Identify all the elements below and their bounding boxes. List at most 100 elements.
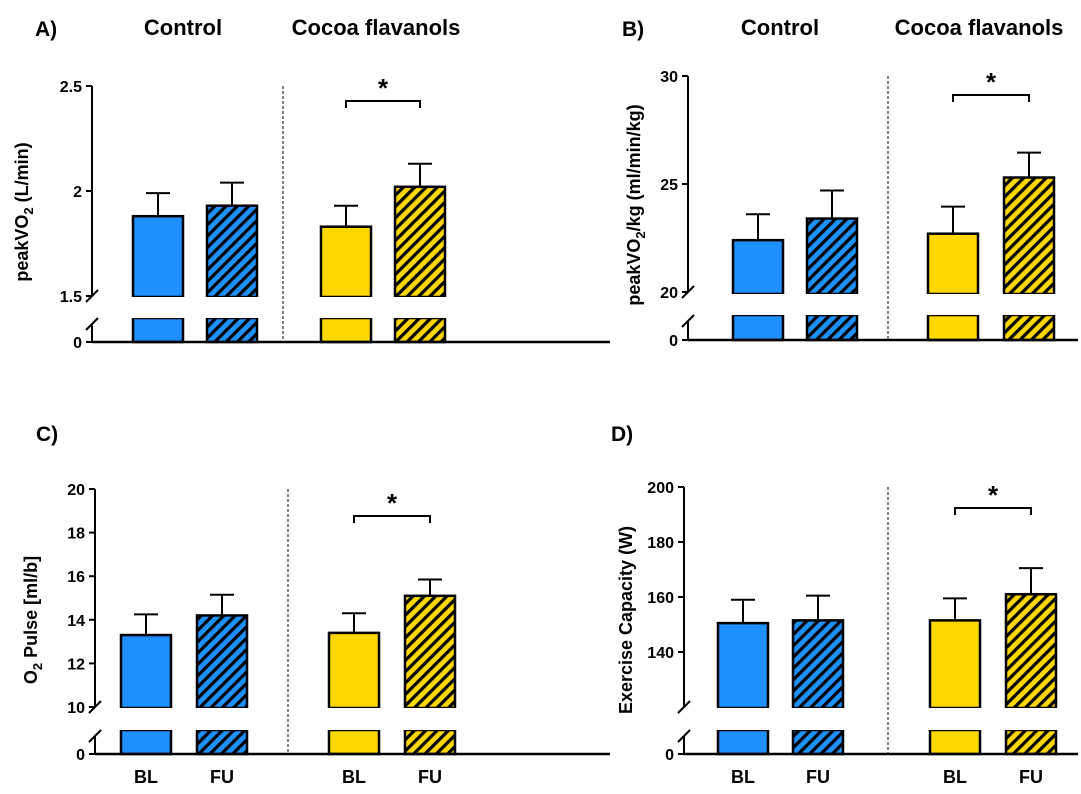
y-tick-label: 1.5 <box>60 289 82 306</box>
y-tick-label: 10 <box>67 700 85 717</box>
bar-lower-bl <box>716 728 770 756</box>
axis-break-mark <box>677 700 691 714</box>
bar-lower-fu <box>195 728 249 756</box>
bar-fu <box>791 619 845 710</box>
y-tick-label: 12 <box>67 656 85 673</box>
significance-bracket <box>353 515 431 523</box>
bar-bl <box>926 232 980 296</box>
y-tick-label: 20 <box>67 482 85 499</box>
panel-letter-a: A) <box>35 18 57 41</box>
bar-lower-fu <box>1004 728 1058 756</box>
x-tick-label: FU <box>806 767 830 787</box>
y-tick-label: 160 <box>647 590 674 607</box>
axis-break-gap <box>791 708 845 730</box>
axis-break-gap <box>1004 708 1058 730</box>
significance-bracket <box>345 100 421 108</box>
axis-break-gap <box>327 708 381 730</box>
y-tick-label: 30 <box>660 69 678 86</box>
bar-bl <box>928 619 982 710</box>
axis-break-gap <box>731 294 785 315</box>
x-tick-label: FU <box>1019 767 1043 787</box>
axis-break-mark <box>85 317 99 331</box>
group-title-cocoa: Cocoa flavanols <box>292 15 461 40</box>
group-title-control: Control <box>741 15 819 40</box>
bar-fu <box>205 204 259 299</box>
bar-fu <box>1004 593 1058 710</box>
panel-a: A) Control Cocoa flavanols peakVO2 (L/mi… <box>12 15 460 282</box>
x-tick-label: BL <box>134 767 158 787</box>
bar-lower-bl <box>131 316 185 344</box>
bar-lower-bl <box>928 728 982 756</box>
axis-break-gap <box>926 294 980 315</box>
y-axis-label: peakVO2/kg (ml/min/kg) <box>624 104 648 305</box>
bar-lower-fu <box>403 728 457 756</box>
plot-panel-d: 0 140 160 180 200 * BL FU BL FU <box>647 480 1078 787</box>
y-tick-label: 0 <box>669 333 678 350</box>
bar-bl <box>731 238 785 296</box>
bar-fu <box>393 185 447 299</box>
axis-break-mark <box>681 314 695 328</box>
y-tick-label: 180 <box>647 535 674 552</box>
axis-break-gap <box>805 294 859 315</box>
significance-marker: * <box>988 480 999 510</box>
group-title-control: Control <box>144 15 222 40</box>
y-axis-label: Exercise Capacity (W) <box>616 526 636 714</box>
bar-bl <box>131 214 185 299</box>
bar-lower-bl <box>731 313 785 342</box>
axis-break-mark <box>677 729 691 743</box>
y-tick-label: 18 <box>67 526 85 543</box>
y-tick-label: 0 <box>73 335 82 352</box>
plot-panel-a: 0 1.5 2 2.5 * <box>60 73 610 352</box>
axis-break-gap <box>195 708 249 730</box>
significance-marker: * <box>986 67 997 97</box>
axis-break-gap <box>205 297 259 318</box>
bar-fu <box>1002 176 1056 296</box>
bar-lower-fu <box>805 313 859 342</box>
y-tick-label: 2.5 <box>60 79 82 96</box>
bar-fu <box>195 614 249 710</box>
bar-bl <box>319 225 373 299</box>
x-tick-label: BL <box>731 767 755 787</box>
bar-lower-bl <box>327 728 381 756</box>
y-axis-label: O2 Pulse [ml/b] <box>21 556 45 684</box>
panel-b: B) Control Cocoa flavanols peakVO2/kg (m… <box>622 15 1063 306</box>
x-tick-label: FU <box>418 767 442 787</box>
x-tick-label: BL <box>342 767 366 787</box>
axis-break-mark <box>88 729 102 743</box>
y-axis-label: peakVO2 (L/min) <box>12 142 36 281</box>
panel-letter-c: C) <box>36 423 58 446</box>
bar-lower-bl <box>926 313 980 342</box>
bar-fu <box>403 594 457 710</box>
panel-letter-d: D) <box>611 423 633 446</box>
panel-c: C) O2 Pulse [ml/b] <box>21 423 58 684</box>
axis-break-gap <box>928 708 982 730</box>
significance-marker: * <box>387 488 398 518</box>
axis-break-gap <box>1002 294 1056 315</box>
axis-break-gap <box>319 297 373 318</box>
x-tick-label: FU <box>210 767 234 787</box>
y-tick-label: 16 <box>67 569 85 586</box>
x-tick-label: BL <box>943 767 967 787</box>
plot-panel-c: 0 10 12 14 16 18 20 * BL FU BL FU <box>67 482 610 787</box>
axis-break-gap <box>716 708 770 730</box>
bar-lower-fu <box>791 728 845 756</box>
bar-lower-bl <box>119 728 173 756</box>
axis-break-gap <box>131 297 185 318</box>
y-tick-label: 0 <box>76 747 85 764</box>
axis-break-gap <box>393 297 447 318</box>
group-title-cocoa: Cocoa flavanols <box>895 15 1064 40</box>
axis-break-gap <box>403 708 457 730</box>
bar-bl <box>716 621 770 710</box>
y-tick-label: 14 <box>67 613 85 630</box>
bar-fu <box>805 217 859 296</box>
y-tick-label: 25 <box>660 177 678 194</box>
panel-letter-b: B) <box>622 18 644 41</box>
bar-lower-fu <box>205 316 259 344</box>
bar-lower-fu <box>393 316 447 344</box>
y-tick-label: 2 <box>73 184 82 201</box>
y-tick-label: 0 <box>665 747 674 764</box>
significance-bracket <box>954 507 1032 515</box>
significance-bracket <box>952 94 1030 102</box>
